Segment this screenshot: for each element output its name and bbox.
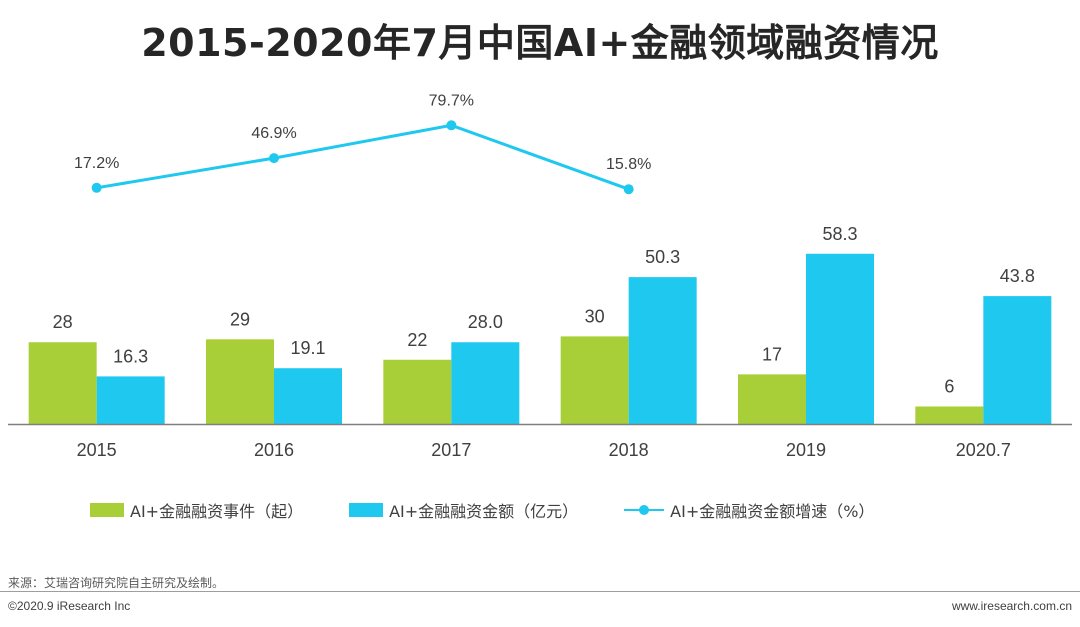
bar-events-2015 [28,342,97,424]
growth-point-2018 [623,184,634,195]
data-label-events-2019: 17 [762,344,782,364]
data-label-growth-2015: 17.2% [74,155,119,172]
bar-amount-2015 [96,376,165,424]
bar-events-2016 [206,339,274,424]
growth-point-2015 [91,182,102,193]
growth-series-line [96,123,630,191]
data-label-amount-2018: 50.3 [645,247,680,267]
legend-swatch-growth [624,503,665,517]
bar-amount-2018 [628,277,697,424]
legend-label-events: AI+金融融资事件（起） [130,502,304,521]
bar-amount-2020.7 [983,296,1052,424]
x-tick-label-2019: 2019 [786,440,826,460]
bar-amount-2017 [451,342,520,424]
data-label-events-2016: 29 [230,309,250,329]
bar-amount-2019 [806,253,874,424]
bar-events-2017 [383,359,452,424]
x-tick-label-2016: 2016 [254,440,294,460]
data-label-events-2018: 30 [585,306,605,326]
data-label-growth-2016: 46.9% [251,125,296,142]
data-label-amount-2015: 16.3 [113,346,148,366]
data-label-events-2020.7: 6 [944,376,954,396]
data-label-growth-2018: 15.8% [606,156,651,173]
data-label-events-2017: 22 [407,330,427,350]
x-tick-label-2018: 2018 [609,440,649,460]
growth-point-2017 [446,120,457,131]
bar-events-2018 [560,336,629,424]
legend-swatch-events [90,503,124,517]
legend-label-amount: AI+金融融资金额（亿元） [389,502,579,521]
data-label-growth-2017: 79.7% [429,92,474,109]
data-label-amount-2017: 28.0 [468,312,503,332]
legend-swatch-amount [349,503,384,517]
legend-label-growth: AI+金融融资金额增速（%） [670,502,875,521]
chart-title: 2015-2020年7月中国AI+金融领域融资情况 [141,21,939,65]
chart-area: 28 16.3 2015 29 19.1 2016 22 28.0 2017 30 50.3 2018… [8,92,1072,460]
legend: AI+金融融资事件（起） AI+金融融资金额（亿元） AI+金融融资金额增速（%… [90,497,920,523]
data-label-amount-2020.7: 43.8 [1000,266,1035,286]
data-label-events-2015: 28 [53,312,73,332]
footer-divider [0,591,1080,592]
x-tick-label-2020.7: 2020.7 [956,440,1011,460]
bar-events-2019 [738,374,806,424]
data-label-amount-2016: 19.1 [290,338,325,358]
website-link: www.iresearch.com.cn [951,599,1072,613]
growth-point-2016 [269,153,279,164]
data-label-amount-2019: 58.3 [822,224,857,244]
bar-events-2020.7 [915,406,984,424]
legend-item-amount: AI+金融融资金额（亿元） [349,498,578,522]
legend-item-growth: AI+金融融资金额增速（%） [624,498,874,522]
copyright: ©2020.9 iResearch Inc [8,599,131,613]
legend-item-events: AI+金融融资事件（起） [90,498,303,522]
x-tick-label-2017: 2017 [431,440,471,460]
x-tick-label-2015: 2015 [77,440,117,460]
source-note: 来源：艾瑞咨询研究院自主研究及绘制。 [8,576,225,590]
bar-amount-2016 [274,368,342,424]
